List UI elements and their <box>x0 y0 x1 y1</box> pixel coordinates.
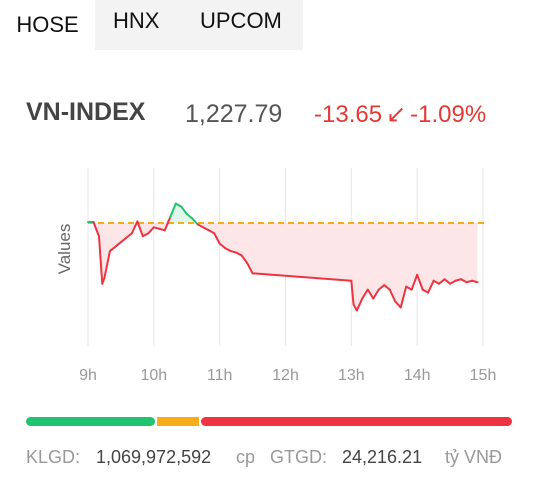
volume-summary: KLGD: 1,069,972,592 cp GTGD: 24,216.21 t… <box>26 447 526 471</box>
price-line-segment <box>196 223 205 229</box>
index-value: 1,227.79 <box>185 100 283 128</box>
price-line-segment <box>427 279 435 294</box>
decline-area <box>88 223 478 311</box>
price-line-segment <box>421 288 430 294</box>
price-line-segment <box>97 235 104 285</box>
down-arrow-icon: ↙ <box>386 101 407 128</box>
price-line-segment <box>394 300 402 309</box>
breadth-declining <box>200 417 512 426</box>
tab-upcom[interactable]: UPCOM <box>200 8 282 33</box>
price-line-segment <box>350 279 355 306</box>
price-line-segment <box>141 232 150 238</box>
price-line-segment <box>92 220 100 238</box>
price-line-segment <box>460 278 468 284</box>
intraday-chart: 9h 10h 11h 12h 13h 14h 15h Values <box>55 168 497 384</box>
price-line-segment <box>355 297 364 312</box>
index-change-points: -13.65 <box>314 101 383 128</box>
tab-hnx[interactable]: HNX <box>113 8 160 33</box>
klgd-value: 1,069,972,592 <box>96 447 212 467</box>
index-name: VN-INDEX <box>26 98 146 126</box>
price-line-segment <box>103 250 111 279</box>
price-line-segment <box>361 288 369 300</box>
gtgd-label: GTGD: <box>270 447 327 467</box>
price-line-segment <box>388 288 397 303</box>
klgd-label: KLGD: <box>26 447 81 467</box>
tab-hose[interactable]: HOSE <box>0 0 95 50</box>
gtgd-unit: tỷ VNĐ <box>445 447 503 467</box>
tab-strip-background <box>95 0 303 50</box>
y-axis-label: Values <box>55 224 74 275</box>
price-line-segment <box>377 284 386 291</box>
price-line-segment <box>218 242 227 250</box>
price-line-segment <box>136 220 144 238</box>
price-line-segment <box>174 202 183 208</box>
index-change-percent: -1.09% <box>410 101 487 128</box>
price-line-segment <box>246 261 254 275</box>
x-tick-label: 10h <box>140 367 167 384</box>
index-summary: VN-INDEX 1,227.79 -13.65 ↙ -1.09% <box>26 98 526 134</box>
market-breadth-bar <box>26 417 512 426</box>
price-line-segment <box>108 241 122 253</box>
breadth-advancing <box>26 417 156 426</box>
price-line-segment <box>416 273 424 291</box>
x-tick-label: 14h <box>404 367 431 384</box>
price-line-segment <box>399 285 408 309</box>
x-tick-label: 11h <box>207 367 233 384</box>
price-line-segment <box>224 247 232 253</box>
gtgd-value: 24,216.21 <box>342 447 423 467</box>
price-line-segment <box>405 285 413 291</box>
price-line-segment <box>471 279 479 284</box>
price-line-segment <box>372 288 380 300</box>
price-line-segment <box>202 226 210 232</box>
price-line-segment <box>185 212 194 220</box>
price-line-segment <box>147 226 155 235</box>
price-line-segment <box>410 273 419 291</box>
x-tick-label: 13h <box>338 367 365 384</box>
price-line-segment <box>191 217 199 226</box>
klgd-unit: cp <box>236 447 256 467</box>
price-line-segment <box>438 278 446 285</box>
breadth-unchanged <box>157 417 199 426</box>
advance-area <box>88 203 478 224</box>
index-change: -13.65 ↙ -1.09% <box>314 100 486 129</box>
price-line-segment <box>213 232 221 245</box>
price-line-segment <box>449 279 457 285</box>
x-tick-label: 9h <box>79 367 97 384</box>
price-line-segment <box>240 254 249 264</box>
market-tabs: HOSE HNX UPCOM <box>0 0 540 50</box>
price-line-segment <box>235 251 243 257</box>
price-line-segment <box>443 278 452 285</box>
price-line-segment <box>130 220 139 235</box>
price-line-segment <box>101 276 106 285</box>
price-line-segment <box>180 205 188 215</box>
x-tick-label: 12h <box>272 367 299 384</box>
price-line-segment <box>163 215 172 232</box>
price-line-segment <box>366 288 375 300</box>
price-line-segment <box>207 229 216 235</box>
price-line-segment <box>383 284 391 291</box>
price-line-segment <box>251 272 353 282</box>
price-line-segment <box>119 232 133 244</box>
price-line-segment <box>432 279 441 285</box>
price-line-segment <box>169 202 177 218</box>
x-tick-label: 15h <box>470 367 497 384</box>
